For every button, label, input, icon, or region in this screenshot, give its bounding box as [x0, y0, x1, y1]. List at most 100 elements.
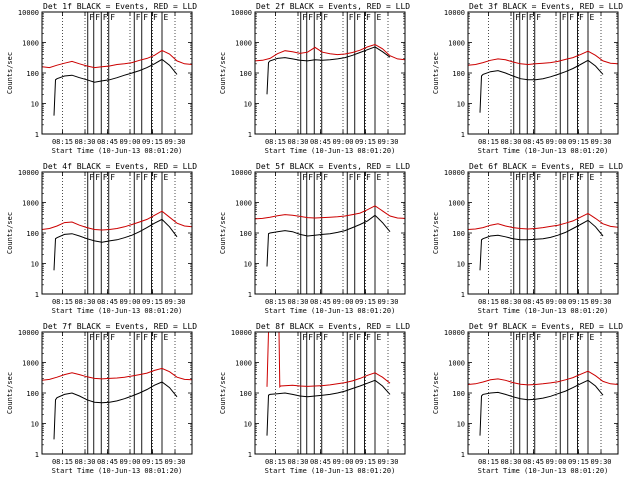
- y-tick-label: 1000: [235, 360, 252, 368]
- x-axis-label: Start Time (10-Jun-13 08:01:20): [478, 307, 609, 315]
- plot-frame: [254, 331, 406, 455]
- x-tick-label: 09:15: [568, 458, 589, 466]
- x-tick-label: 08:45: [310, 138, 331, 146]
- panel-6: Det 6f BLACK = Events, RED = LLD 1 10 100 10…: [432, 162, 623, 315]
- y-tick-label: 100: [26, 230, 39, 238]
- interval-marker-label: F: [529, 173, 534, 182]
- panel-title: Det 5f BLACK = Events, RED = LLD: [256, 162, 410, 171]
- interval-marker-label: E: [590, 173, 595, 182]
- interval-marker-label: F: [103, 13, 108, 22]
- y-tick-label: 1: [35, 131, 39, 139]
- interval-marker-label: F: [569, 173, 574, 182]
- x-tick-label: 09:30: [590, 298, 611, 306]
- x-tick-label: 08:30: [74, 458, 95, 466]
- x-tick-label: 08:30: [500, 458, 521, 466]
- interval-marker-label: F: [316, 333, 321, 342]
- interval-marker-label: F: [562, 13, 567, 22]
- x-tick-label: 08:45: [523, 298, 544, 306]
- interval-marker-label: F: [316, 173, 321, 182]
- x-tick-label: 09:30: [590, 458, 611, 466]
- series-lld: [254, 205, 406, 220]
- x-tick-label: 09:00: [545, 138, 566, 146]
- y-tick-label: 10000: [18, 329, 39, 337]
- y-tick-label: 10: [244, 101, 252, 109]
- y-tick-label: 1000: [448, 200, 465, 208]
- x-tick-label: 09:00: [332, 298, 353, 306]
- x-axis-label: Start Time (10-Jun-13 08:01:20): [52, 467, 183, 475]
- interval-marker-label: F: [349, 13, 354, 22]
- interval-marker-label: F: [136, 333, 141, 342]
- interval-marker-label: F: [103, 333, 108, 342]
- series-lld: [467, 212, 619, 230]
- y-tick-label: 100: [239, 390, 252, 398]
- panel-4: Det 4f BLACK = Events, RED = LLD 1 10 100 10…: [6, 162, 197, 315]
- x-tick-label: 08:30: [287, 458, 308, 466]
- y-tick-label: 100: [26, 390, 39, 398]
- y-tick-label: 10000: [231, 329, 252, 337]
- x-tick-label: 09:15: [142, 138, 163, 146]
- y-tick-label: 1000: [22, 200, 39, 208]
- series-events: [53, 381, 178, 440]
- interval-marker-label: E: [164, 333, 169, 342]
- interval-marker-label: F: [302, 333, 307, 342]
- panel-7: Det 7f BLACK = Events, RED = LLD 1 10 100 10…: [6, 322, 197, 475]
- y-tick-label: 1: [461, 451, 465, 459]
- plot-frame: [467, 331, 619, 455]
- x-tick-label: 09:00: [119, 138, 140, 146]
- x-tick-label: 09:15: [355, 138, 376, 146]
- x-tick-label: 09:30: [377, 298, 398, 306]
- y-axis-label: Counts/sec: [219, 52, 227, 94]
- y-tick-label: 10000: [18, 169, 39, 177]
- interval-marker-label: F: [356, 173, 361, 182]
- y-tick-label: 10: [457, 101, 465, 109]
- series-lld: [467, 370, 619, 386]
- interval-marker-label: F: [579, 173, 584, 182]
- series-events: [266, 46, 391, 95]
- y-tick-label: 10: [31, 261, 39, 269]
- x-tick-label: 08:30: [500, 298, 521, 306]
- x-tick-label: 09:30: [164, 458, 185, 466]
- y-tick-label: 10: [457, 261, 465, 269]
- x-tick-label: 09:30: [164, 138, 185, 146]
- x-tick-label: 09:00: [332, 458, 353, 466]
- panel-title: Det 3f BLACK = Events, RED = LLD: [469, 2, 623, 11]
- series-lld: [467, 50, 619, 66]
- panel-title: Det 6f BLACK = Events, RED = LLD: [469, 162, 623, 171]
- plot-frame: [41, 171, 193, 295]
- interval-marker-label: F: [136, 173, 141, 182]
- x-tick-label: 09:00: [545, 458, 566, 466]
- y-tick-label: 10000: [444, 9, 465, 17]
- interval-marker-label: F: [521, 173, 526, 182]
- interval-marker-label: F: [153, 333, 158, 342]
- interval-marker-label: E: [377, 333, 382, 342]
- x-axis-label: Start Time (10-Jun-13 08:01:20): [52, 147, 183, 155]
- interval-marker-label: F: [366, 173, 371, 182]
- series-lld: [266, 331, 391, 389]
- series-events: [53, 218, 178, 271]
- interval-marker-label: F: [89, 173, 94, 182]
- interval-marker-label: F: [521, 333, 526, 342]
- x-tick-label: 09:15: [568, 138, 589, 146]
- y-axis-label: Counts/sec: [6, 212, 14, 254]
- interval-marker-label: F: [316, 13, 321, 22]
- x-axis-label: Start Time (10-Jun-13 08:01:20): [52, 307, 183, 315]
- y-tick-label: 10: [31, 421, 39, 429]
- interval-marker-label: F: [95, 13, 100, 22]
- series-lld: [41, 49, 193, 69]
- panel-title: Det 8f BLACK = Events, RED = LLD: [256, 322, 410, 331]
- interval-marker-label: F: [308, 13, 313, 22]
- y-tick-label: 100: [26, 70, 39, 78]
- x-tick-label: 08:15: [265, 298, 286, 306]
- interval-marker-label: F: [89, 13, 94, 22]
- x-tick-label: 09:00: [119, 298, 140, 306]
- panel-8: Det 8f BLACK = Events, RED = LLD 1 10 100 10…: [219, 322, 410, 475]
- panel-title: Det 7f BLACK = Events, RED = LLD: [43, 322, 197, 331]
- interval-marker-label: E: [164, 173, 169, 182]
- interval-marker-label: F: [515, 13, 520, 22]
- x-tick-label: 09:15: [355, 458, 376, 466]
- panel-title: Det 4f BLACK = Events, RED = LLD: [43, 162, 197, 171]
- y-tick-label: 10: [457, 421, 465, 429]
- interval-marker-label: F: [349, 173, 354, 182]
- y-tick-label: 1: [461, 291, 465, 299]
